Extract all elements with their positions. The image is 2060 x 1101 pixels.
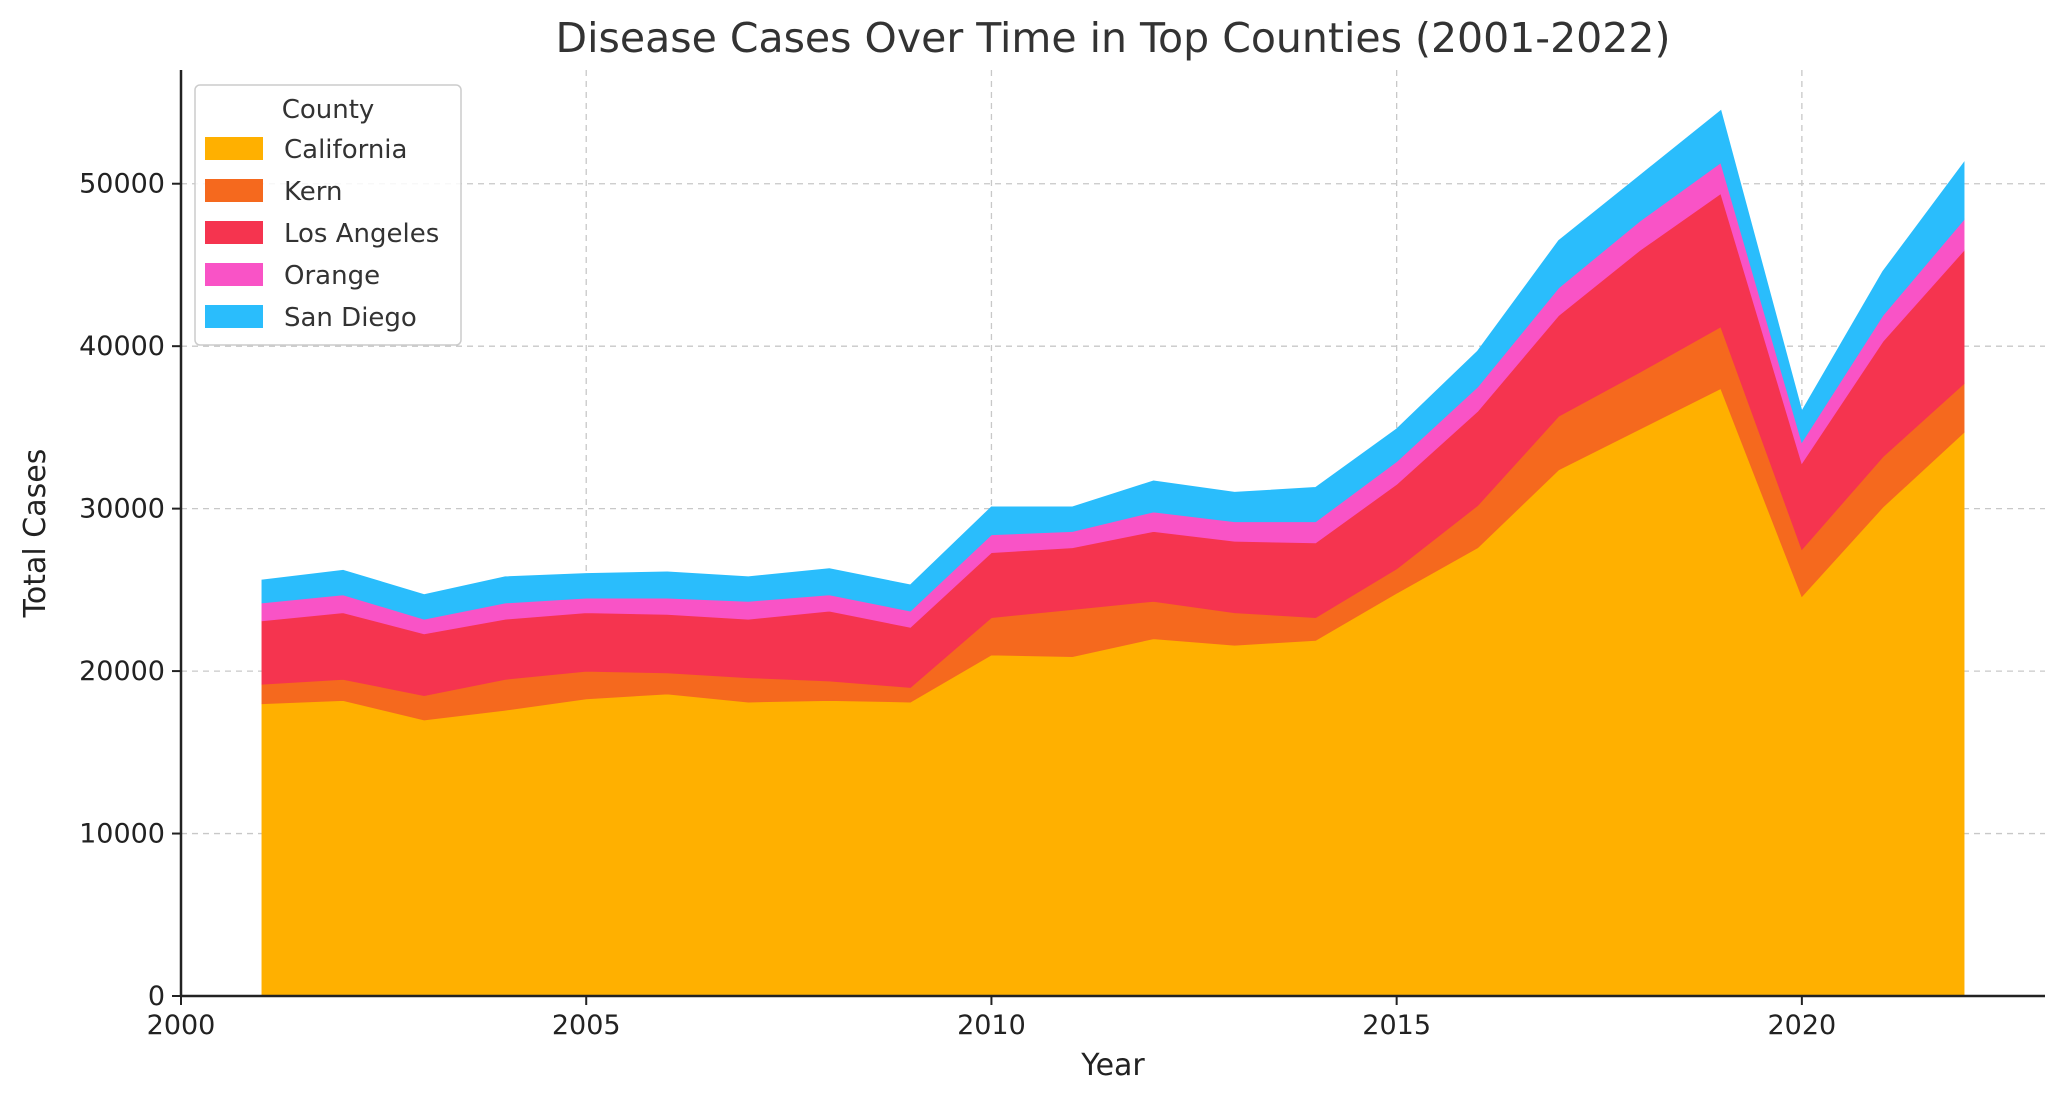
legend-label-california: California: [284, 135, 407, 165]
x-tick-label: 2000: [147, 1010, 216, 1041]
axes: [179, 70, 2045, 998]
legend-title: County: [282, 95, 375, 125]
x-ticks: 2000 2005 2010 2015 2020: [147, 996, 1837, 1041]
area-series-group: [261, 109, 1965, 997]
y-tick-label: 40000: [79, 331, 165, 362]
legend-items: California Kern Los Angeles Orange San Diego: [205, 135, 439, 333]
y-axis-title: Total Cases: [18, 449, 53, 619]
legend: County California Kern Los Angeles Orange Sa…: [194, 84, 462, 346]
y-ticks: 0 10000 20000 30000 40000 50000: [79, 169, 181, 1012]
x-axis-title: Year: [1080, 1048, 1145, 1083]
chart-title: Disease Cases Over Time in Top Counties …: [556, 14, 1671, 62]
legend-swatch-san-diego: [205, 305, 263, 328]
y-tick-label: 20000: [79, 656, 165, 687]
legend-label-orange: Orange: [284, 261, 380, 291]
legend-swatch-california: [205, 137, 263, 160]
y-tick-label: 50000: [79, 169, 165, 200]
legend-label-kern: Kern: [284, 177, 342, 207]
area-series-san-diego: [261, 109, 1965, 620]
legend-swatch-kern: [205, 179, 263, 202]
y-tick-label: 30000: [79, 494, 165, 525]
x-tick-label: 2005: [552, 1010, 621, 1041]
legend-swatch-los-angeles: [205, 221, 263, 244]
y-tick-label: 0: [148, 981, 165, 1012]
x-tick-label: 2020: [1768, 1010, 1837, 1041]
x-tick-label: 2010: [957, 1010, 1026, 1041]
x-tick-label: 2015: [1362, 1010, 1431, 1041]
legend-swatch-orange: [205, 263, 263, 286]
legend-label-los-angeles: Los Angeles: [284, 219, 439, 249]
y-tick-label: 10000: [79, 819, 165, 850]
legend-label-san-diego: San Diego: [284, 303, 417, 333]
